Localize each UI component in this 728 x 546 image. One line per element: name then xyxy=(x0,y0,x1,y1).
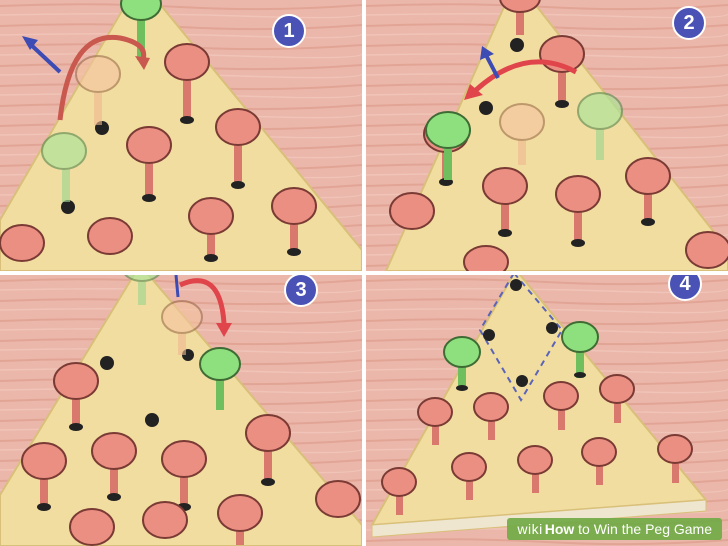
jumped-peg-ghost xyxy=(499,103,545,165)
jump-arrow xyxy=(178,278,227,324)
step-3-illustration xyxy=(0,275,362,546)
watermark-brand: wiki xyxy=(517,521,543,537)
jumped-peg-ghost xyxy=(161,300,203,355)
moving-peg-ghost xyxy=(41,132,87,202)
direction-arrow xyxy=(26,40,62,74)
step-badge: 1 xyxy=(272,14,306,48)
moving-peg-ghost xyxy=(124,275,160,305)
watermark-how: How xyxy=(544,521,575,537)
green-pegs xyxy=(443,321,599,391)
moving-peg-ghost xyxy=(577,92,623,160)
red-pegs xyxy=(0,43,317,262)
green-peg xyxy=(120,0,162,60)
step-badge: 3 xyxy=(284,275,318,307)
step-badge: 2 xyxy=(672,6,706,40)
step-badge: 4 xyxy=(668,275,702,301)
step-4-panel: 4 xyxy=(366,275,728,546)
wikihow-watermark: wiki How to Win the Peg Game xyxy=(507,518,722,540)
step-4-illustration xyxy=(366,275,728,546)
step-3-panel: 3 xyxy=(0,275,362,546)
green-peg xyxy=(199,347,241,410)
step-1-panel: 1 xyxy=(0,0,362,271)
step-1-illustration xyxy=(0,0,362,271)
jump-arrow xyxy=(57,34,147,121)
step-2-illustration xyxy=(366,0,728,271)
direction-arrow xyxy=(174,275,180,298)
jump-arrow xyxy=(474,59,578,92)
jumped-peg-ghost xyxy=(75,55,121,125)
green-peg xyxy=(425,111,471,180)
red-pegs xyxy=(381,374,693,515)
direction-arrow xyxy=(484,54,500,79)
watermark-title: to Win the Peg Game xyxy=(578,521,712,537)
empty-holes-highlight xyxy=(478,275,564,402)
red-pegs xyxy=(21,362,361,546)
step-2-panel: 2 xyxy=(366,0,728,271)
